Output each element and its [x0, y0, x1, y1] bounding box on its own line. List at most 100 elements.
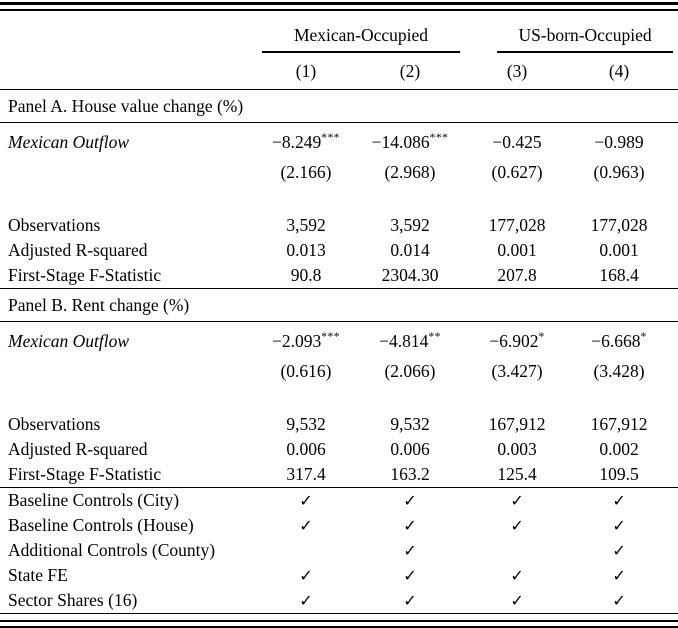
- panel-a-coefficient-row: Mexican Outflow −8.249*** −14.086*** −0.…: [0, 123, 678, 159]
- stat-value-cell: 90.8: [290, 265, 322, 285]
- stat-value-cell: 167,912: [488, 414, 546, 434]
- control-cell: ✓: [574, 563, 678, 588]
- controls-row-state-fe: State FE ✓ ✓ ✓ ✓: [0, 563, 678, 588]
- stat-value-cell: 9,532: [390, 414, 430, 434]
- stat-row-label: Observations: [8, 414, 101, 434]
- panel-a-adjusted-r-squared-row: Adjusted R-squared 0.013 0.014 0.001 0.0…: [0, 238, 678, 263]
- check-icon: ✓: [510, 516, 524, 535]
- significance-stars: ***: [429, 132, 449, 145]
- stat-value-cell: 317.4: [286, 464, 326, 484]
- column-group-usborn-label: US-born-Occupied: [518, 25, 652, 45]
- control-cell: ✓: [574, 487, 678, 513]
- control-row-label: Sector Shares (16): [0, 588, 252, 614]
- column-group-mexican-underline: Mexican-Occupied: [262, 25, 461, 53]
- stat-value-cell: 125.4: [497, 464, 537, 484]
- check-icon: ✓: [403, 516, 417, 535]
- control-cell: ✓: [574, 513, 678, 538]
- control-cell: ✓: [360, 563, 460, 588]
- check-icon: ✓: [299, 516, 313, 535]
- check-icon: ✓: [299, 591, 313, 610]
- control-cell: ✓: [574, 588, 678, 614]
- panel-b-variable-label: Mexican Outflow: [8, 331, 130, 351]
- control-cell: ✓: [574, 538, 678, 563]
- stat-value-cell: 0.006: [286, 439, 326, 459]
- panel-b-observations-row: Observations 9,532 9,532 167,912 167,912: [0, 412, 678, 437]
- significance-stars: *: [640, 331, 647, 344]
- column-number-3: (3): [460, 53, 575, 90]
- check-icon: ✓: [612, 516, 626, 535]
- coefficient-cell: −8.249***: [272, 132, 340, 152]
- empty-corner-cell: [0, 11, 252, 53]
- check-icon: ✓: [403, 566, 417, 585]
- standard-error-cell: (2.166): [280, 161, 332, 182]
- stat-row-label: Observations: [8, 215, 101, 235]
- control-cell: ✓: [252, 563, 360, 588]
- stat-value-cell: 207.8: [497, 265, 537, 285]
- panel-b-coefficient-row: Mexican Outflow −2.093*** −4.814** −6.90…: [0, 322, 678, 358]
- coefficient-cell: −6.902*: [489, 331, 545, 351]
- stat-value-cell: 109.5: [599, 464, 639, 484]
- stat-row-label: Adjusted R-squared: [8, 240, 148, 260]
- check-icon: ✓: [510, 491, 524, 510]
- coefficient-cell: −0.989: [594, 132, 644, 152]
- control-cell: ✓: [252, 513, 360, 538]
- check-icon: ✓: [299, 491, 313, 510]
- standard-error-cell: (2.968): [384, 161, 436, 182]
- empty-corner-cell: [0, 53, 252, 90]
- stat-value-cell: 0.001: [497, 240, 537, 260]
- column-number-4: (4): [574, 53, 678, 90]
- control-row-label: Baseline Controls (City): [0, 487, 252, 513]
- stat-value-cell: 2304.30: [381, 265, 439, 285]
- control-cell: ✓: [252, 588, 360, 614]
- coefficient-cell: −2.093***: [272, 331, 340, 351]
- panel-a-title: Panel A. House value change (%): [0, 89, 678, 123]
- check-icon: ✓: [612, 566, 626, 585]
- check-icon: ✓: [403, 591, 417, 610]
- stat-value-cell: 0.006: [390, 439, 430, 459]
- panel-b-first-stage-f-row: First-Stage F-Statistic 317.4 163.2 125.…: [0, 462, 678, 488]
- panel-a-observations-row: Observations 3,592 3,592 177,028 177,028: [0, 213, 678, 238]
- stat-value-cell: 0.002: [599, 439, 639, 459]
- panel-a-standard-error-row: (2.166) (2.968) (0.627) (0.963): [0, 158, 678, 186]
- stat-value-cell: 3,592: [286, 215, 326, 235]
- coefficient-cell: −14.086***: [371, 132, 449, 152]
- stat-value-cell: 9,532: [286, 414, 326, 434]
- check-icon: ✓: [612, 491, 626, 510]
- column-group-mexican-occupied: Mexican-Occupied: [252, 11, 461, 53]
- stat-value-cell: 0.003: [497, 439, 537, 459]
- table-top-rule: [0, 2, 678, 11]
- control-cell: ✓: [360, 513, 460, 538]
- spacer-row: [0, 385, 678, 412]
- stat-value-cell: 177,028: [488, 215, 546, 235]
- standard-error-cell: (2.066): [384, 360, 436, 381]
- stat-value-cell: 0.014: [390, 240, 430, 260]
- control-cell: ✓: [460, 588, 575, 614]
- stat-value-cell: 167,912: [590, 414, 648, 434]
- check-icon: ✓: [612, 591, 626, 610]
- controls-row-baseline-city: Baseline Controls (City) ✓ ✓ ✓ ✓: [0, 487, 678, 513]
- control-row-label: State FE: [8, 565, 68, 585]
- stat-value-cell: 0.013: [286, 240, 326, 260]
- column-number-row: (1) (2) (3) (4): [0, 53, 678, 90]
- stat-value-cell: 168.4: [599, 265, 639, 285]
- coefficient-cell: −4.814**: [379, 331, 441, 351]
- spacer-row: [0, 186, 678, 213]
- panel-a-first-stage-f-row: First-Stage F-Statistic 90.8 2304.30 207…: [0, 263, 678, 289]
- coefficient-cell: −6.668*: [591, 331, 647, 351]
- stat-value-cell: 163.2: [390, 464, 430, 484]
- control-cell: ✓: [460, 563, 574, 588]
- stat-row-label: Adjusted R-squared: [8, 439, 148, 459]
- significance-stars: *: [538, 331, 545, 344]
- stat-row-label: First-Stage F-Statistic: [8, 464, 162, 484]
- standard-error-cell: (0.627): [491, 161, 543, 182]
- check-icon: ✓: [510, 591, 524, 610]
- panel-a-title-row: Panel A. House value change (%): [0, 89, 678, 123]
- regression-results-table: Mexican-Occupied US-born-Occupied (1) (2…: [0, 11, 678, 614]
- check-icon: ✓: [510, 566, 524, 585]
- control-cell: ✓: [460, 487, 575, 513]
- panel-a-variable-label: Mexican Outflow: [8, 132, 130, 152]
- column-group-header-row: Mexican-Occupied US-born-Occupied: [0, 11, 678, 53]
- panel-b-title: Panel B. Rent change (%): [0, 288, 678, 322]
- stat-value-cell: 3,592: [390, 215, 430, 235]
- control-cell: ✓: [252, 487, 360, 513]
